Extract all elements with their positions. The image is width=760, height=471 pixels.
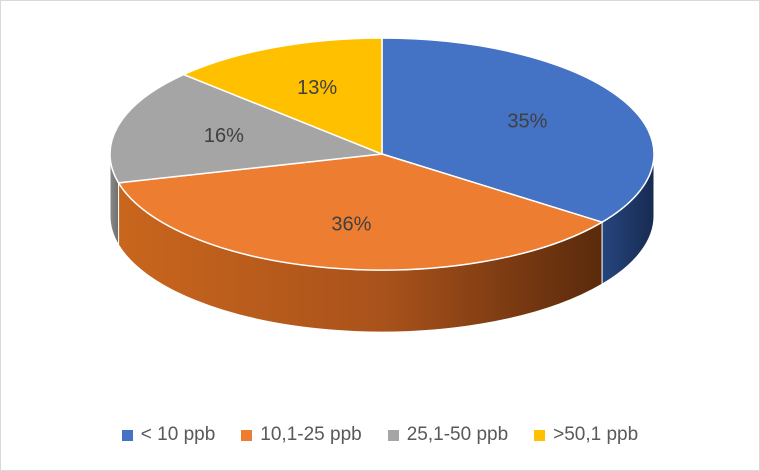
legend-item: 10,1-25 ppb	[241, 424, 362, 446]
legend-swatch	[387, 429, 399, 441]
data-label: 36%	[331, 214, 371, 236]
legend-item: 25,1-50 ppb	[387, 424, 509, 446]
legend: < 10 ppb 10,1-25 ppb 25,1-50 ppb >50,1 p…	[0, 424, 760, 446]
legend-label: >50,1 ppb	[553, 424, 639, 445]
legend-item: >50,1 ppb	[534, 424, 638, 446]
data-label: 35%	[507, 110, 547, 132]
legend-swatch	[121, 429, 133, 441]
legend-label: < 10 ppb	[140, 424, 216, 445]
slice-25-50-ppb	[109, 73, 383, 184]
legend-swatch	[241, 429, 253, 441]
data-label: 16%	[204, 125, 244, 147]
pie-chart: 35% 36% 16% 13%	[109, 37, 655, 333]
data-label: 13%	[297, 77, 337, 99]
legend-label: 25,1-50 ppb	[406, 424, 509, 445]
slice-lt-10-ppb	[381, 37, 655, 223]
legend-swatch	[534, 429, 546, 441]
legend-item: < 10 ppb	[121, 424, 216, 446]
slice-gt-50-ppb	[181, 37, 383, 156]
legend-label: 10,1-25 ppb	[260, 424, 362, 445]
slice-10-25-ppb	[117, 153, 604, 271]
